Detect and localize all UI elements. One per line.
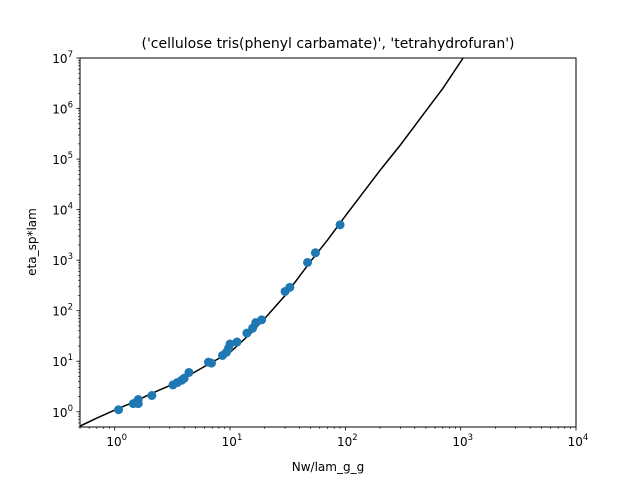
data-point	[303, 257, 313, 267]
y-tick-label: 106	[52, 101, 73, 117]
data-point	[225, 339, 235, 349]
data-point	[147, 391, 157, 400]
data-point	[335, 220, 345, 230]
data-point	[257, 315, 267, 325]
y-tick-label: 104	[52, 202, 73, 218]
plot-area	[80, 58, 464, 427]
y-tick-label: 105	[52, 151, 73, 167]
y-tick-label: 101	[52, 353, 73, 369]
data-point	[114, 405, 124, 415]
x-tick-label: 102	[337, 433, 358, 449]
chart-title: ('cellulose tris(phenyl carbamate)', 'te…	[141, 36, 514, 52]
x-tick-label: 101	[222, 433, 243, 449]
data-point	[206, 358, 216, 368]
y-axis-label: eta_sp*lam	[25, 208, 39, 276]
data-point	[184, 367, 194, 377]
x-axis-label: Nw/lam_g_g	[292, 460, 364, 474]
data-point	[133, 399, 143, 409]
x-axis: 100 101 102 103 104	[79, 427, 589, 449]
axes-frame	[79, 57, 577, 428]
data-point	[310, 248, 320, 258]
y-axis: 100 101 102 103 104 105 106 107	[52, 50, 80, 428]
y-tick-label: 100	[52, 404, 73, 420]
x-tick-label: 103	[452, 433, 473, 449]
y-tick-label: 103	[52, 252, 73, 268]
y-tick-label: 107	[52, 50, 73, 66]
y-tick-label: 102	[52, 303, 73, 319]
x-tick-label: 100	[106, 433, 127, 449]
data-point	[285, 282, 295, 292]
data-point	[232, 337, 242, 347]
x-tick-label: 104	[568, 433, 589, 449]
